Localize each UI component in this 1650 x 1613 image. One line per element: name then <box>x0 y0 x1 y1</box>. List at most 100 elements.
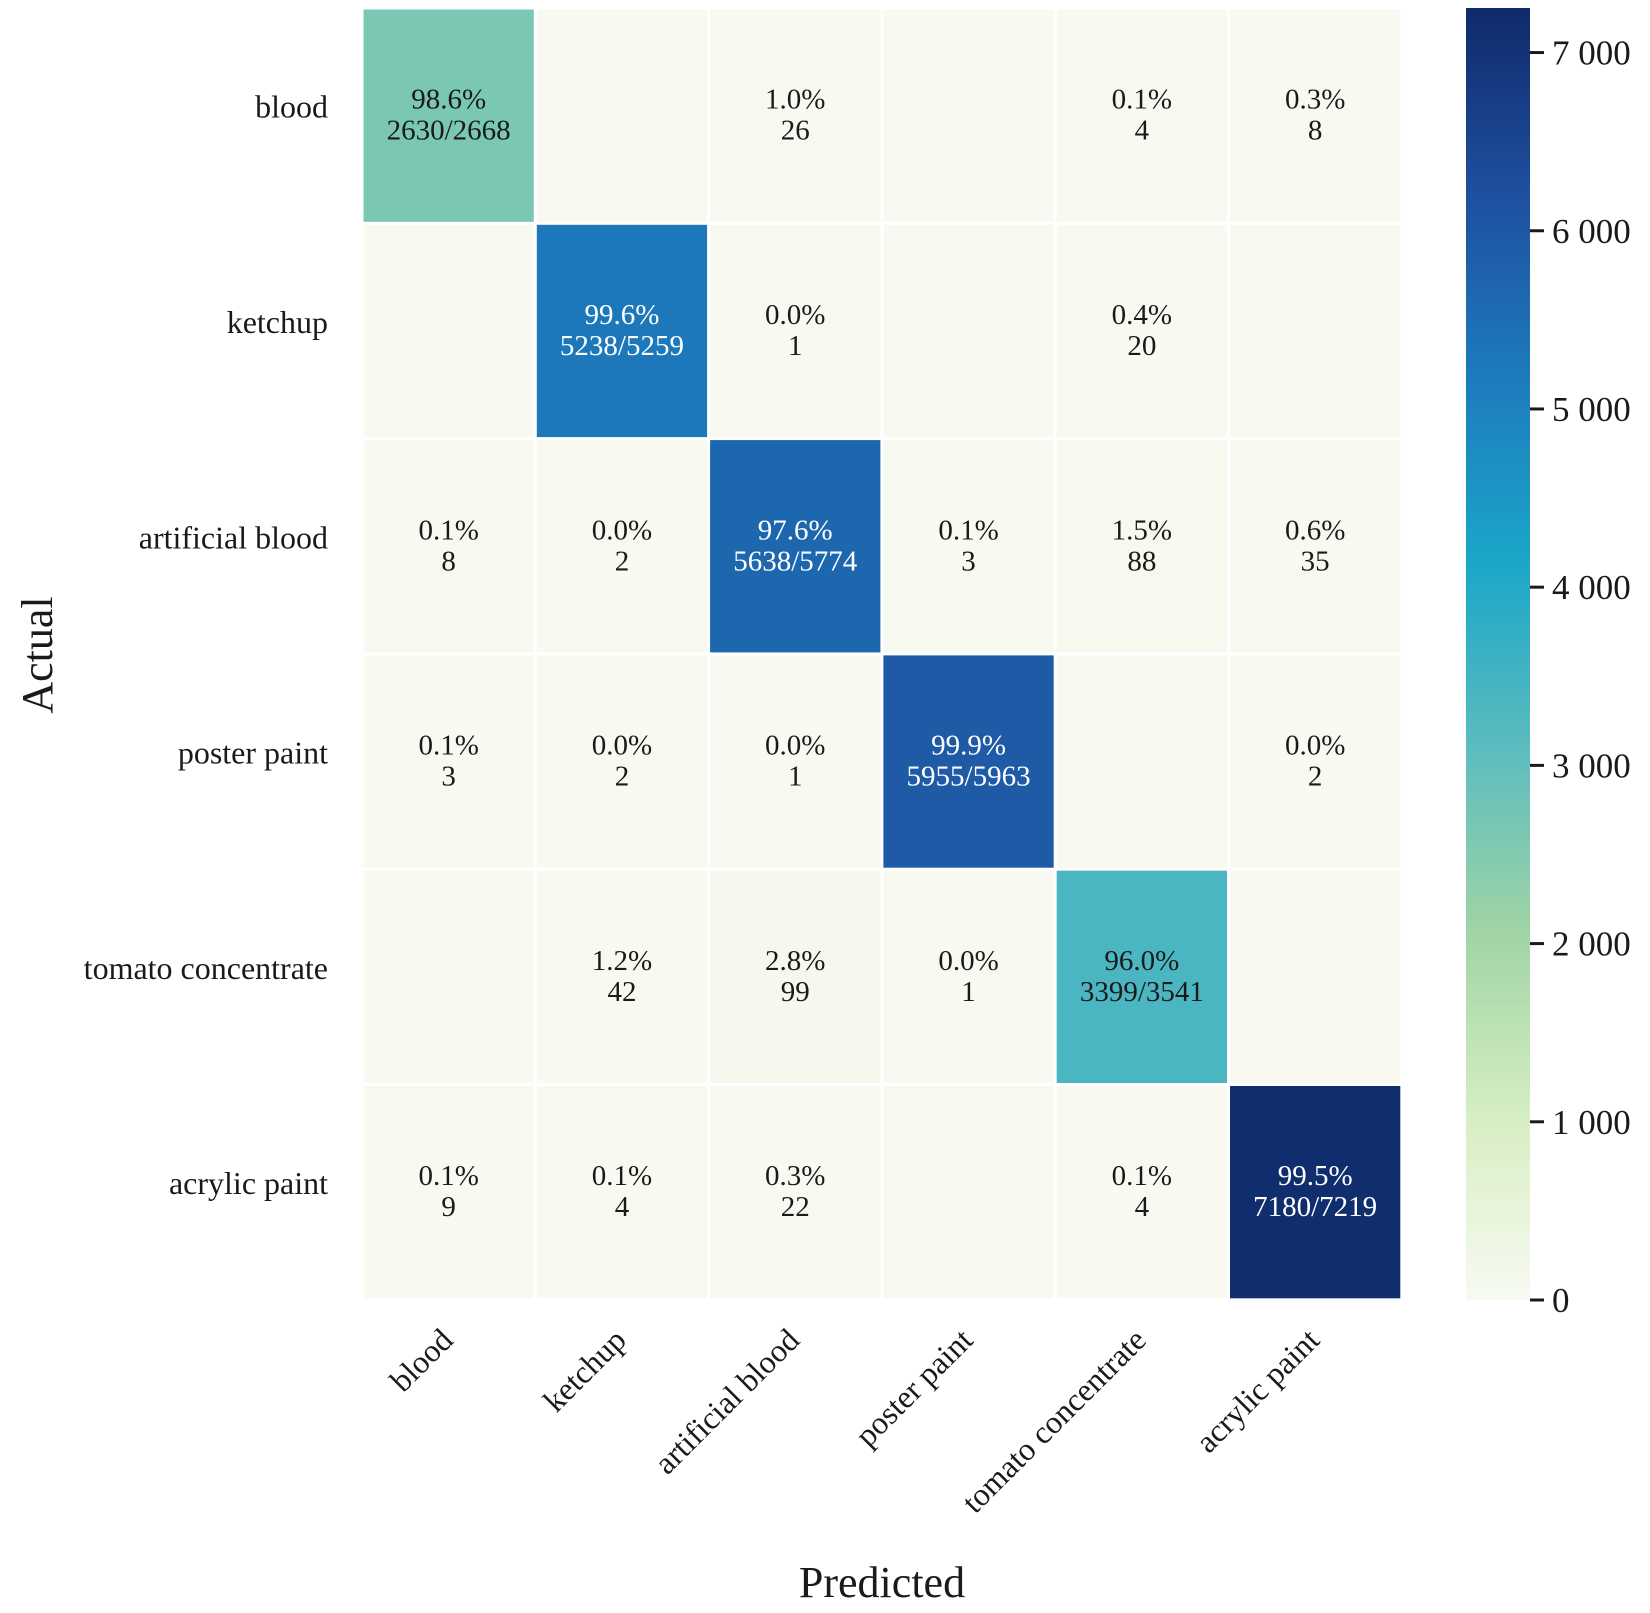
heatmap-cell <box>536 1086 708 1299</box>
cell-label: 0.0% 1 <box>938 945 998 1008</box>
cell-percent: 0.6% <box>1285 514 1345 546</box>
y-axis-label: Actual <box>13 596 62 713</box>
heatmap-cell <box>536 9 708 222</box>
y-tick-label: blood <box>255 89 328 125</box>
cell-label: 0.1% 4 <box>592 1160 652 1223</box>
cell-label: 2.8% 99 <box>765 945 825 1008</box>
cell-count: 2 <box>1308 761 1323 793</box>
cell-count: 2 <box>615 545 630 577</box>
cell-label: 99.5% 7180/7219 <box>1253 1160 1377 1223</box>
cell-count: 42 <box>607 976 636 1008</box>
colorbar <box>1466 8 1530 1300</box>
heatmap-cell <box>883 870 1054 1083</box>
colorbar-tick-label: 7 000 <box>1552 34 1631 73</box>
cell-label: 0.0% 2 <box>1285 730 1345 793</box>
cell-label: 0.1% 4 <box>1112 1160 1172 1223</box>
heatmap-cell <box>710 1086 881 1299</box>
cell-count: 22 <box>781 1191 810 1223</box>
cell-count: 4 <box>1135 115 1150 147</box>
heatmap-cell <box>1056 655 1227 868</box>
heatmap-cells <box>363 9 1401 1299</box>
cell-count: 2 <box>615 761 630 793</box>
cell-count: 3399/3541 <box>1080 976 1204 1008</box>
cell-count: 88 <box>1127 545 1156 577</box>
cell-percent: 0.0% <box>1285 730 1345 762</box>
cell-label: 0.0% 1 <box>765 299 825 362</box>
y-tick-label: ketchup <box>227 304 328 340</box>
cell-percent: 0.0% <box>765 299 825 331</box>
x-tick-label: tomato concentrate <box>955 1321 1153 1519</box>
cell-label: 96.0% 3399/3541 <box>1080 945 1204 1008</box>
cell-count: 2630/2668 <box>387 115 511 147</box>
heatmap-cell <box>710 224 881 438</box>
heatmap-cell <box>363 440 534 653</box>
colorbar-tick-label: 0 <box>1552 1281 1570 1320</box>
cell-label: 0.3% 8 <box>1285 84 1345 147</box>
heatmap-cell <box>710 870 881 1083</box>
y-tick-label: tomato concentrate <box>84 950 328 986</box>
cell-count: 20 <box>1127 330 1156 362</box>
cell-percent: 0.1% <box>938 514 998 546</box>
cell-percent: 0.1% <box>1112 1160 1172 1192</box>
x-axis-label: Predicted <box>799 1558 965 1607</box>
cell-percent: 0.1% <box>418 730 478 762</box>
cell-count: 1 <box>788 761 803 793</box>
cell-percent: 0.0% <box>592 730 652 762</box>
cell-percent: 99.9% <box>931 730 1006 762</box>
cell-label: 1.5% 88 <box>1112 514 1172 577</box>
heatmap-cell <box>883 1086 1054 1299</box>
heatmap-cell <box>883 9 1054 222</box>
cell-label: 0.1% 9 <box>418 1160 478 1223</box>
y-tick-label: artificial blood <box>139 519 328 555</box>
cell-percent: 0.0% <box>592 514 652 546</box>
y-tick-label: acrylic paint <box>169 1165 328 1201</box>
heatmap-cell <box>363 1086 534 1299</box>
heatmap-cell <box>363 870 534 1083</box>
heatmap-cell <box>1056 9 1227 222</box>
cell-percent: 1.2% <box>592 945 652 977</box>
cell-percent: 0.1% <box>1112 84 1172 116</box>
cell-percent: 0.0% <box>938 945 998 977</box>
cell-label: 0.4% 20 <box>1112 299 1172 362</box>
cell-percent: 99.6% <box>584 299 659 331</box>
cell-percent: 0.1% <box>592 1160 652 1192</box>
cell-label: 0.6% 35 <box>1285 514 1345 577</box>
cell-count: 1 <box>788 330 803 362</box>
cell-percent: 0.0% <box>765 730 825 762</box>
cell-label: 98.6% 2630/2668 <box>387 84 511 147</box>
cell-count: 5238/5259 <box>560 330 684 362</box>
heatmap-cell <box>1056 1086 1227 1299</box>
heatmap-cell <box>1230 870 1401 1083</box>
heatmap-cell <box>1230 440 1401 653</box>
heatmap-cell <box>710 655 881 868</box>
cell-label: 1.2% 42 <box>592 945 652 1008</box>
cell-count: 3 <box>961 545 976 577</box>
cell-label: 0.1% 3 <box>418 730 478 793</box>
cell-count: 26 <box>781 115 810 147</box>
heatmap-cell <box>883 224 1054 438</box>
colorbar-tick-label: 6 000 <box>1552 212 1631 251</box>
heatmap-cell <box>1056 870 1227 1083</box>
cell-label: 0.0% 2 <box>592 514 652 577</box>
cell-label: 0.1% 8 <box>418 514 478 577</box>
cell-label: 99.6% 5238/5259 <box>560 299 684 362</box>
colorbar-tick-label: 3 000 <box>1552 746 1631 785</box>
cell-count: 5638/5774 <box>733 545 858 577</box>
cell-count: 5955/5963 <box>907 761 1031 793</box>
heatmap-cell <box>1230 655 1401 868</box>
cell-label: 99.9% 5955/5963 <box>907 730 1031 793</box>
cell-percent: 1.5% <box>1112 514 1172 546</box>
x-tick-labels: blood ketchup artificial blood poster paint… <box>383 1321 1327 1519</box>
heatmap-cell <box>1056 224 1227 438</box>
heatmap-cell <box>1230 224 1401 438</box>
heatmap-cell <box>1056 440 1227 653</box>
colorbar-tick-label: 4 000 <box>1552 568 1631 607</box>
cell-count: 9 <box>441 1191 456 1223</box>
heatmap-cell <box>1230 9 1401 222</box>
heatmap-cell <box>363 9 534 222</box>
cell-count: 8 <box>441 545 456 577</box>
heatmap-cell <box>536 440 708 653</box>
heatmap-cell <box>710 440 881 653</box>
cell-label: 0.0% 1 <box>765 730 825 793</box>
